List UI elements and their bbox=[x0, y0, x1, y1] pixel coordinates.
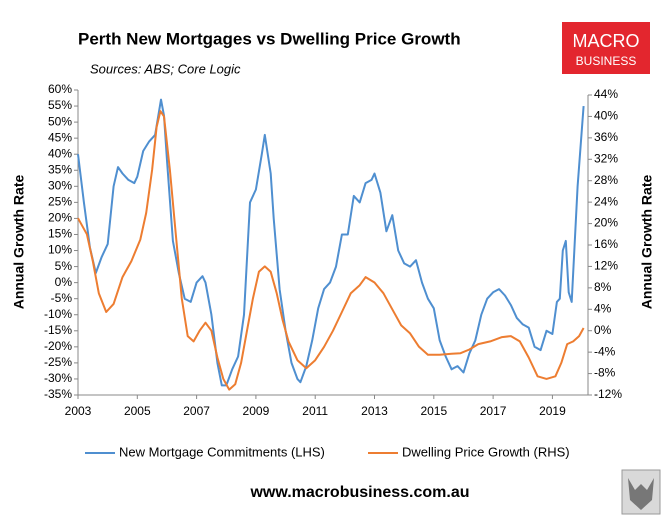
x-tick-label: 2007 bbox=[183, 404, 210, 418]
footer: www.macrobusiness.com.au bbox=[249, 484, 469, 501]
y2-tick-label: 16% bbox=[594, 237, 618, 251]
y2-tick-label: 40% bbox=[594, 109, 618, 123]
logo-text: BUSINESS bbox=[576, 54, 637, 68]
y2-tick-label: 24% bbox=[594, 194, 618, 208]
y-tick-label: 25% bbox=[48, 195, 72, 209]
y-tick-label: -30% bbox=[44, 371, 72, 385]
y-tick-label: 60% bbox=[48, 82, 72, 96]
y-tick-label: -15% bbox=[44, 323, 72, 337]
subtitle: Sources: ABS; Core Logic bbox=[90, 61, 241, 76]
x-tick-label: 2011 bbox=[302, 404, 328, 418]
y-tick-label: -10% bbox=[44, 307, 72, 321]
logo-text: MACRO bbox=[573, 31, 640, 51]
y-tick-label: 15% bbox=[48, 227, 72, 241]
y2-tick-label: -4% bbox=[594, 344, 616, 358]
y2-tick-label: 32% bbox=[594, 151, 618, 165]
y2-tick-label: -8% bbox=[594, 366, 616, 380]
chart-title: Perth New Mortgages vs Dwelling Price Gr… bbox=[78, 29, 461, 48]
y-tick-label: -35% bbox=[44, 387, 72, 401]
x-tick-label: 2019 bbox=[539, 404, 566, 418]
y2-tick-label: 8% bbox=[594, 280, 612, 294]
x-tick-label: 2013 bbox=[361, 404, 388, 418]
legend-label: New Mortgage Commitments (LHS) bbox=[119, 444, 325, 459]
y2-tick-label: -12% bbox=[594, 387, 622, 401]
y-tick-label: 35% bbox=[48, 162, 72, 176]
y-tick-label: 20% bbox=[48, 211, 72, 225]
x-tick-label: 2005 bbox=[124, 404, 151, 418]
y-tick-label: 50% bbox=[48, 114, 72, 128]
y-tick-label: 55% bbox=[48, 98, 72, 112]
y-axis-title: Annual Growth Rate bbox=[11, 175, 27, 310]
y-tick-label: 45% bbox=[48, 130, 72, 144]
x-tick-label: 2017 bbox=[480, 404, 507, 418]
legend-label: Dwelling Price Growth (RHS) bbox=[402, 444, 570, 459]
series-line bbox=[77, 110, 585, 391]
x-tick-label: 2009 bbox=[243, 404, 270, 418]
series-line bbox=[77, 98, 585, 387]
y-tick-label: 0% bbox=[55, 275, 73, 289]
y2-tick-label: 20% bbox=[594, 216, 618, 230]
y2-tick-label: 36% bbox=[594, 130, 618, 144]
x-tick-label: 2003 bbox=[65, 404, 92, 418]
y-tick-label: -5% bbox=[51, 291, 73, 305]
y2-tick-label: 28% bbox=[594, 173, 618, 187]
y-tick-label: 40% bbox=[48, 146, 72, 160]
y2-axis-title: Annual Growth Rate bbox=[639, 175, 655, 310]
y2-tick-label: 0% bbox=[594, 323, 612, 337]
y-tick-label: 5% bbox=[55, 259, 73, 273]
wolf-icon bbox=[628, 478, 654, 510]
y-tick-label: 30% bbox=[48, 178, 72, 192]
y-tick-label: 10% bbox=[48, 243, 72, 257]
x-tick-label: 2015 bbox=[420, 404, 447, 418]
y2-tick-label: 4% bbox=[594, 301, 612, 315]
y2-tick-label: 12% bbox=[594, 259, 618, 273]
y2-tick-label: 44% bbox=[594, 87, 618, 101]
y-tick-label: -20% bbox=[44, 339, 72, 353]
y-tick-label: -25% bbox=[44, 355, 72, 369]
logo-box bbox=[562, 22, 650, 74]
